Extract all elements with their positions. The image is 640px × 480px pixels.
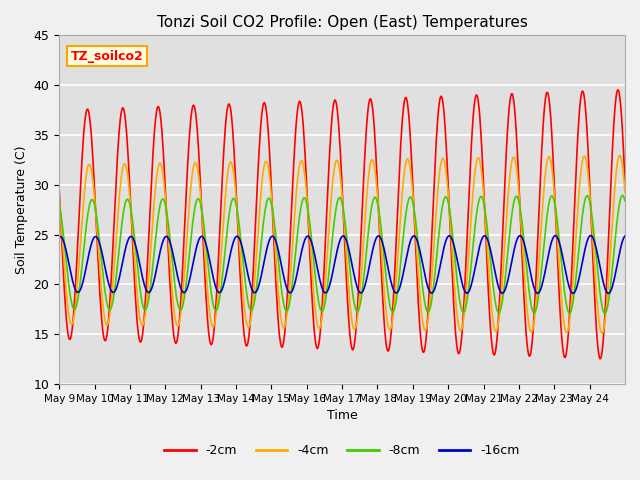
-4cm bbox=[401, 168, 408, 174]
-16cm bbox=[226, 255, 234, 261]
-4cm bbox=[55, 195, 63, 201]
Line: -16cm: -16cm bbox=[59, 236, 625, 293]
-8cm bbox=[619, 192, 627, 198]
-8cm bbox=[401, 223, 408, 229]
-2cm bbox=[226, 102, 234, 108]
-16cm bbox=[621, 233, 629, 239]
-16cm bbox=[604, 290, 612, 296]
Title: Tonzi Soil CO2 Profile: Open (East) Temperatures: Tonzi Soil CO2 Profile: Open (East) Temp… bbox=[157, 15, 527, 30]
Text: TZ_soilco2: TZ_soilco2 bbox=[70, 50, 143, 63]
-16cm bbox=[275, 251, 283, 256]
-4cm bbox=[616, 153, 623, 158]
-16cm bbox=[432, 281, 440, 287]
-4cm bbox=[275, 298, 283, 303]
-4cm bbox=[254, 236, 262, 241]
-8cm bbox=[122, 199, 129, 205]
-2cm bbox=[55, 186, 63, 192]
-2cm bbox=[275, 328, 283, 334]
-4cm bbox=[598, 331, 606, 336]
Line: -4cm: -4cm bbox=[59, 156, 625, 334]
-8cm bbox=[432, 259, 440, 264]
-8cm bbox=[621, 198, 629, 204]
Line: -8cm: -8cm bbox=[59, 195, 625, 313]
-2cm bbox=[122, 119, 129, 124]
-4cm bbox=[226, 161, 234, 167]
-2cm bbox=[432, 140, 440, 146]
-2cm bbox=[254, 176, 262, 181]
-8cm bbox=[275, 264, 283, 270]
-16cm bbox=[401, 264, 408, 270]
-16cm bbox=[254, 286, 262, 292]
-8cm bbox=[226, 209, 234, 215]
-2cm bbox=[401, 98, 408, 104]
-4cm bbox=[432, 210, 440, 216]
-16cm bbox=[122, 245, 129, 251]
-2cm bbox=[614, 87, 621, 93]
-16cm bbox=[55, 234, 63, 240]
Line: -2cm: -2cm bbox=[59, 90, 625, 359]
-2cm bbox=[621, 180, 629, 186]
Y-axis label: Soil Temperature (C): Soil Temperature (C) bbox=[15, 145, 28, 274]
-4cm bbox=[122, 162, 129, 168]
-16cm bbox=[588, 233, 595, 239]
-8cm bbox=[254, 275, 262, 281]
-8cm bbox=[601, 311, 609, 316]
X-axis label: Time: Time bbox=[326, 409, 358, 422]
Legend: -2cm, -4cm, -8cm, -16cm: -2cm, -4cm, -8cm, -16cm bbox=[159, 439, 525, 462]
-2cm bbox=[596, 356, 604, 361]
-4cm bbox=[621, 189, 629, 195]
-8cm bbox=[55, 202, 63, 208]
